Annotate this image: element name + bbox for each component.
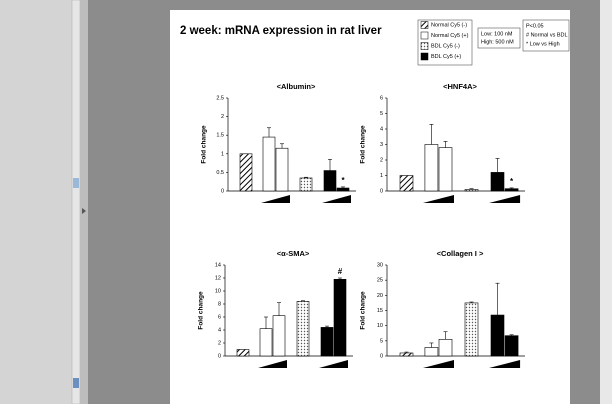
sig-note: P<0.05 bbox=[526, 23, 544, 29]
y-tick-label: 4 bbox=[218, 327, 221, 333]
side-scrollbar[interactable] bbox=[71, 0, 81, 404]
y-tick-label: 5 bbox=[380, 111, 383, 117]
bar bbox=[464, 302, 479, 357]
y-tick-label: 1.5 bbox=[216, 133, 224, 139]
y-tick-label: 6 bbox=[218, 314, 221, 320]
y-tick-label: 0 bbox=[380, 353, 383, 359]
legend-swatch bbox=[420, 21, 429, 29]
legend-label: BDL Cy5 (-) bbox=[431, 43, 460, 49]
y-tick-label: 1 bbox=[380, 173, 383, 179]
sig-note: * Low vs High bbox=[526, 41, 560, 47]
bar bbox=[399, 352, 414, 357]
dose-wedge bbox=[422, 360, 454, 368]
annotation: * bbox=[510, 177, 514, 186]
annotation: # bbox=[338, 267, 343, 276]
y-tick-label: 30 bbox=[377, 262, 383, 268]
scroll-thumb[interactable] bbox=[73, 178, 79, 188]
y-axis-label: Fold change bbox=[360, 291, 367, 330]
y-tick-label: 2 bbox=[218, 340, 221, 346]
y-tick-label: 3 bbox=[380, 142, 383, 148]
chart-title: <Collagen I > bbox=[437, 249, 484, 258]
scroll-thumb[interactable] bbox=[73, 378, 79, 388]
side-panel bbox=[0, 0, 72, 404]
legend-label: BDL Cy5 (+) bbox=[431, 54, 461, 60]
bar bbox=[336, 187, 350, 192]
y-axis-label: Fold change bbox=[360, 125, 367, 164]
legend-label: Normal Cy5 (+) bbox=[431, 33, 469, 39]
bar bbox=[333, 278, 347, 357]
dose-wedge bbox=[422, 195, 454, 203]
splitter[interactable] bbox=[80, 0, 88, 404]
y-tick-label: 1 bbox=[221, 151, 224, 157]
bar bbox=[424, 144, 439, 192]
bar bbox=[490, 314, 505, 357]
sig-box bbox=[522, 19, 570, 52]
y-tick-label: 0 bbox=[221, 188, 224, 194]
y-tick-label: 8 bbox=[218, 301, 221, 307]
y-tick-label: 20 bbox=[377, 293, 383, 299]
dose-wedge bbox=[489, 360, 521, 368]
conc-note: High: 500 nM bbox=[481, 39, 514, 45]
slide-title: 2 week: mRNA expression in rat liver bbox=[180, 25, 382, 37]
bar bbox=[399, 175, 414, 192]
bar bbox=[424, 347, 439, 357]
y-tick-label: 5 bbox=[380, 338, 383, 344]
bar bbox=[296, 301, 310, 357]
dose-wedge bbox=[322, 195, 351, 203]
legend-swatch bbox=[420, 52, 429, 61]
y-tick-label: 2 bbox=[221, 114, 224, 120]
y-tick-label: 4 bbox=[380, 126, 383, 132]
bar bbox=[239, 153, 253, 192]
dose-wedge bbox=[258, 360, 287, 368]
y-tick-label: 0 bbox=[380, 188, 383, 194]
y-axis-label: Fold change bbox=[198, 291, 205, 330]
bar bbox=[464, 189, 479, 192]
bar bbox=[320, 327, 334, 357]
bar bbox=[299, 177, 313, 192]
legend-swatch bbox=[420, 42, 429, 50]
chart-title: <Albumin> bbox=[277, 82, 316, 91]
dose-wedge bbox=[319, 360, 348, 368]
bar bbox=[490, 172, 505, 192]
bar bbox=[323, 170, 337, 192]
y-tick-label: 0.5 bbox=[216, 170, 224, 176]
bar bbox=[236, 349, 250, 357]
bar bbox=[272, 315, 286, 357]
bar bbox=[504, 335, 519, 357]
chart-title: <HNF4A> bbox=[443, 82, 477, 91]
legend-label: Normal Cy5 (-) bbox=[431, 22, 467, 28]
expand-arrow[interactable] bbox=[82, 208, 86, 214]
bar bbox=[504, 188, 519, 192]
conc-note: Low: 100 nM bbox=[481, 31, 513, 37]
chart-title: <α-SMA> bbox=[277, 249, 310, 258]
conc-box bbox=[477, 27, 521, 49]
dose-wedge bbox=[489, 195, 521, 203]
dose-wedge bbox=[261, 195, 290, 203]
bar bbox=[275, 147, 289, 192]
y-tick-label: 25 bbox=[377, 278, 383, 284]
y-tick-label: 6 bbox=[380, 95, 383, 101]
y-tick-label: 0 bbox=[218, 353, 221, 359]
y-axis-label: Fold change bbox=[201, 125, 208, 164]
legend-swatch bbox=[420, 31, 429, 40]
bar bbox=[262, 136, 276, 192]
y-tick-label: 10 bbox=[377, 323, 383, 329]
y-tick-label: 12 bbox=[215, 275, 221, 281]
bar bbox=[438, 147, 453, 192]
y-tick-label: 2 bbox=[380, 157, 383, 163]
bar bbox=[259, 328, 273, 357]
bar bbox=[438, 339, 453, 357]
y-tick-label: 2.5 bbox=[216, 95, 224, 101]
y-tick-label: 15 bbox=[377, 308, 383, 314]
sig-note: # Normal vs BDL bbox=[526, 32, 568, 38]
scrollbar[interactable] bbox=[600, 0, 612, 404]
annotation: * bbox=[341, 176, 345, 185]
y-tick-label: 14 bbox=[215, 262, 221, 268]
y-tick-label: 10 bbox=[215, 288, 221, 294]
